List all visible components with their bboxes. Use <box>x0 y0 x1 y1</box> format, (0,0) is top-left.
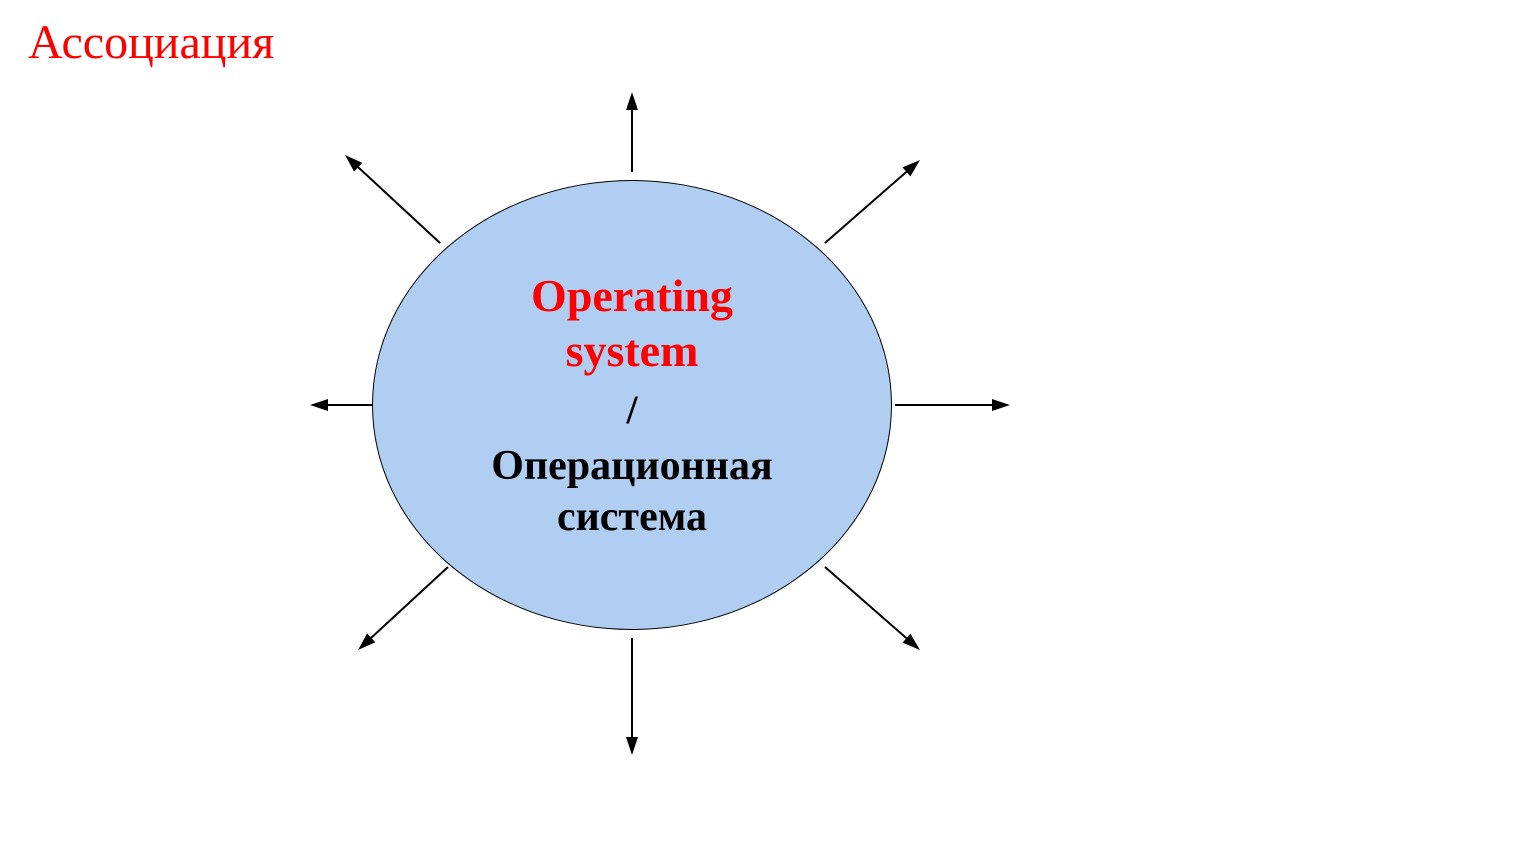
title-text: Ассоциация <box>28 16 274 69</box>
arrow-line <box>371 567 448 638</box>
ellipse-text-english: Operatingsystem <box>531 268 733 378</box>
ellipse-separator: / <box>626 386 637 433</box>
arrow-line <box>358 167 440 243</box>
arrow-head-icon <box>310 399 328 411</box>
arrow-head-icon <box>902 634 920 650</box>
arrow-head-icon <box>358 633 375 650</box>
center-ellipse: Operatingsystem / Операционнаясистема <box>372 180 892 630</box>
arrow-head-icon <box>902 160 920 176</box>
arrow-head-icon <box>626 737 638 755</box>
arrow-head-icon <box>992 399 1010 411</box>
arrow-head-icon <box>626 92 638 110</box>
arrow-line <box>825 567 906 638</box>
ellipse-text-russian: Операционнаясистема <box>491 441 772 542</box>
arrow-head-icon <box>345 155 362 172</box>
arrow-line <box>825 172 906 243</box>
page-title: Ассоциация <box>28 15 274 70</box>
